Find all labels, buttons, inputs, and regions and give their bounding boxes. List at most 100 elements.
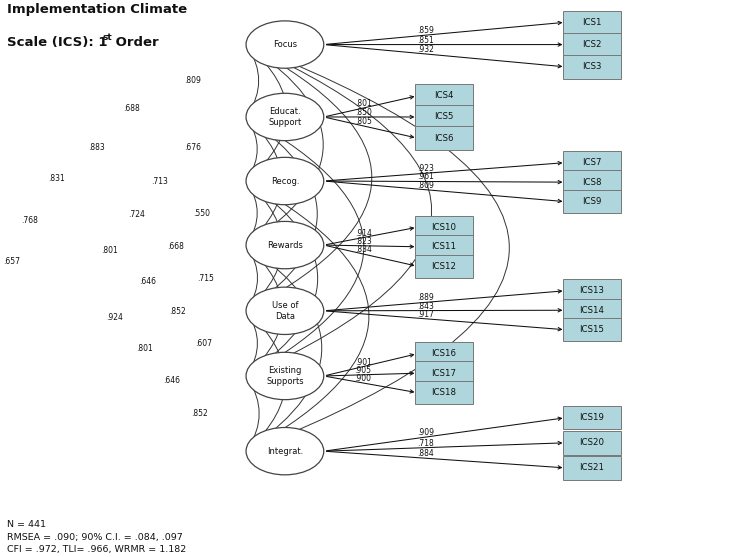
FancyBboxPatch shape bbox=[415, 126, 473, 150]
Text: .676: .676 bbox=[184, 143, 201, 152]
Text: .889: .889 bbox=[417, 294, 434, 302]
Text: .831: .831 bbox=[48, 174, 64, 183]
Text: .850: .850 bbox=[354, 108, 371, 117]
FancyBboxPatch shape bbox=[563, 170, 621, 194]
FancyArrowPatch shape bbox=[248, 119, 282, 243]
FancyBboxPatch shape bbox=[415, 84, 473, 108]
Text: ICS17: ICS17 bbox=[431, 369, 457, 378]
Ellipse shape bbox=[246, 21, 324, 68]
Text: ICS9: ICS9 bbox=[582, 197, 602, 206]
Text: Rewards: Rewards bbox=[267, 241, 303, 250]
Ellipse shape bbox=[246, 428, 324, 475]
Text: .768: .768 bbox=[21, 216, 38, 224]
Text: .668: .668 bbox=[167, 242, 184, 251]
Text: ICS18: ICS18 bbox=[431, 388, 457, 397]
FancyBboxPatch shape bbox=[563, 318, 621, 341]
FancyArrowPatch shape bbox=[248, 378, 259, 449]
Ellipse shape bbox=[246, 93, 324, 140]
Text: .905: .905 bbox=[354, 366, 371, 375]
Text: .851: .851 bbox=[417, 36, 434, 45]
FancyArrowPatch shape bbox=[248, 47, 259, 115]
FancyArrowPatch shape bbox=[249, 46, 372, 310]
FancyArrowPatch shape bbox=[248, 247, 258, 309]
FancyBboxPatch shape bbox=[563, 299, 621, 322]
Text: st: st bbox=[102, 33, 112, 42]
Text: .923: .923 bbox=[417, 164, 434, 173]
Text: .805: .805 bbox=[354, 117, 371, 126]
Text: .884: .884 bbox=[417, 449, 434, 458]
FancyBboxPatch shape bbox=[563, 190, 621, 213]
Text: Educat.
Support: Educat. Support bbox=[269, 108, 301, 126]
Ellipse shape bbox=[246, 353, 324, 400]
Text: .724: .724 bbox=[129, 210, 145, 219]
Ellipse shape bbox=[246, 287, 324, 334]
FancyBboxPatch shape bbox=[563, 11, 621, 34]
Text: .688: .688 bbox=[124, 104, 140, 113]
Text: ICS16: ICS16 bbox=[431, 349, 457, 358]
Text: .852: .852 bbox=[169, 307, 186, 316]
Text: ICS13: ICS13 bbox=[579, 286, 605, 295]
FancyBboxPatch shape bbox=[415, 105, 473, 129]
Text: ICS19: ICS19 bbox=[579, 413, 605, 422]
Text: ICS14: ICS14 bbox=[579, 306, 605, 315]
Text: Recog.: Recog. bbox=[271, 177, 299, 185]
FancyBboxPatch shape bbox=[563, 456, 621, 480]
Text: ICS5: ICS5 bbox=[434, 113, 454, 121]
Text: .909: .909 bbox=[417, 428, 434, 437]
FancyArrowPatch shape bbox=[249, 183, 317, 374]
FancyBboxPatch shape bbox=[415, 255, 473, 278]
FancyBboxPatch shape bbox=[415, 381, 473, 404]
FancyBboxPatch shape bbox=[415, 361, 473, 385]
FancyBboxPatch shape bbox=[415, 216, 473, 239]
Text: .607: .607 bbox=[195, 339, 212, 348]
Text: Use of
Data: Use of Data bbox=[272, 301, 298, 320]
Text: .809: .809 bbox=[184, 76, 201, 85]
Text: .646: .646 bbox=[140, 277, 156, 286]
Text: .961: .961 bbox=[417, 173, 434, 182]
FancyArrowPatch shape bbox=[249, 46, 323, 243]
FancyArrowPatch shape bbox=[248, 119, 258, 179]
Text: .843: .843 bbox=[417, 301, 434, 311]
Text: ICS12: ICS12 bbox=[431, 262, 457, 271]
Text: Order: Order bbox=[111, 36, 158, 49]
Text: .917: .917 bbox=[417, 310, 434, 319]
Text: .924: .924 bbox=[107, 313, 123, 322]
Text: .914: .914 bbox=[354, 228, 371, 238]
Text: .900: .900 bbox=[354, 374, 371, 383]
Text: .852: .852 bbox=[192, 409, 208, 418]
Text: .646: .646 bbox=[164, 377, 180, 385]
Text: Scale (ICS): 1: Scale (ICS): 1 bbox=[7, 36, 108, 49]
Text: .713: .713 bbox=[151, 177, 167, 185]
Text: .823: .823 bbox=[354, 237, 371, 246]
Text: .718: .718 bbox=[417, 439, 434, 448]
FancyArrowPatch shape bbox=[249, 46, 431, 375]
Text: .883: .883 bbox=[88, 143, 104, 152]
FancyBboxPatch shape bbox=[563, 406, 621, 429]
Text: .715: .715 bbox=[198, 274, 214, 283]
FancyBboxPatch shape bbox=[563, 279, 621, 302]
FancyArrowPatch shape bbox=[248, 247, 283, 374]
Text: ICS21: ICS21 bbox=[579, 463, 605, 472]
Text: Implementation Climate: Implementation Climate bbox=[7, 3, 187, 16]
Text: Integrat.: Integrat. bbox=[267, 447, 303, 456]
Text: .834: .834 bbox=[354, 245, 371, 254]
Ellipse shape bbox=[246, 157, 324, 204]
Text: .901: .901 bbox=[354, 358, 371, 367]
Text: ICS1: ICS1 bbox=[582, 18, 602, 27]
FancyArrowPatch shape bbox=[248, 183, 283, 309]
Text: ICS2: ICS2 bbox=[582, 40, 602, 49]
Text: .801: .801 bbox=[101, 246, 118, 255]
Text: .657: .657 bbox=[4, 257, 20, 266]
FancyArrowPatch shape bbox=[248, 313, 258, 374]
FancyBboxPatch shape bbox=[415, 342, 473, 365]
FancyArrowPatch shape bbox=[249, 182, 369, 450]
FancyArrowPatch shape bbox=[249, 46, 509, 450]
Text: ICS6: ICS6 bbox=[434, 134, 454, 143]
Text: .550: .550 bbox=[193, 209, 209, 218]
Text: ICS11: ICS11 bbox=[431, 242, 457, 251]
FancyBboxPatch shape bbox=[563, 151, 621, 174]
FancyArrowPatch shape bbox=[248, 46, 286, 179]
Text: Focus: Focus bbox=[273, 40, 297, 49]
Text: ICS7: ICS7 bbox=[582, 158, 602, 167]
Text: .801: .801 bbox=[136, 344, 152, 353]
